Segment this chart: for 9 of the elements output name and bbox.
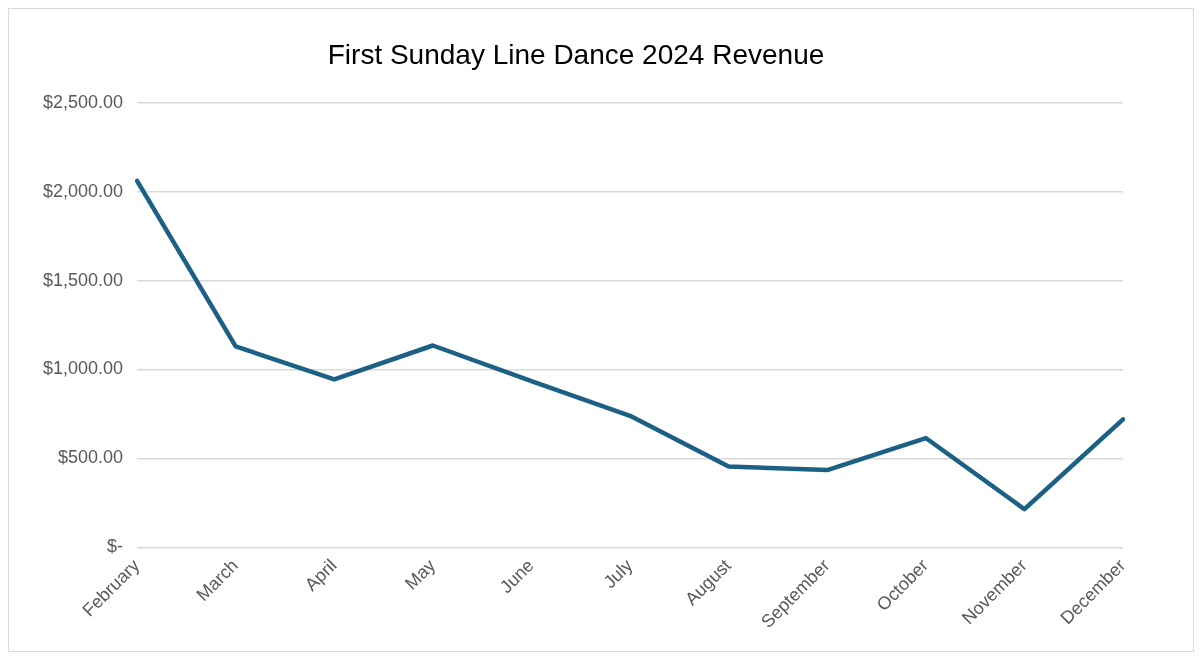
chart-title: First Sunday Line Dance 2024 Revenue xyxy=(327,38,825,70)
y-tick-label: $1,500.00 xyxy=(43,269,124,290)
y-tick-label: $1,000.00 xyxy=(43,358,124,379)
y-tick-label: $- xyxy=(107,536,124,557)
y-tick-label: $500.00 xyxy=(58,447,124,468)
y-tick-label: $2,000.00 xyxy=(43,180,124,201)
x-tick-label: May xyxy=(401,555,440,594)
x-tick-label: July xyxy=(599,555,637,593)
y-tick-label: $2,500.00 xyxy=(43,91,124,112)
